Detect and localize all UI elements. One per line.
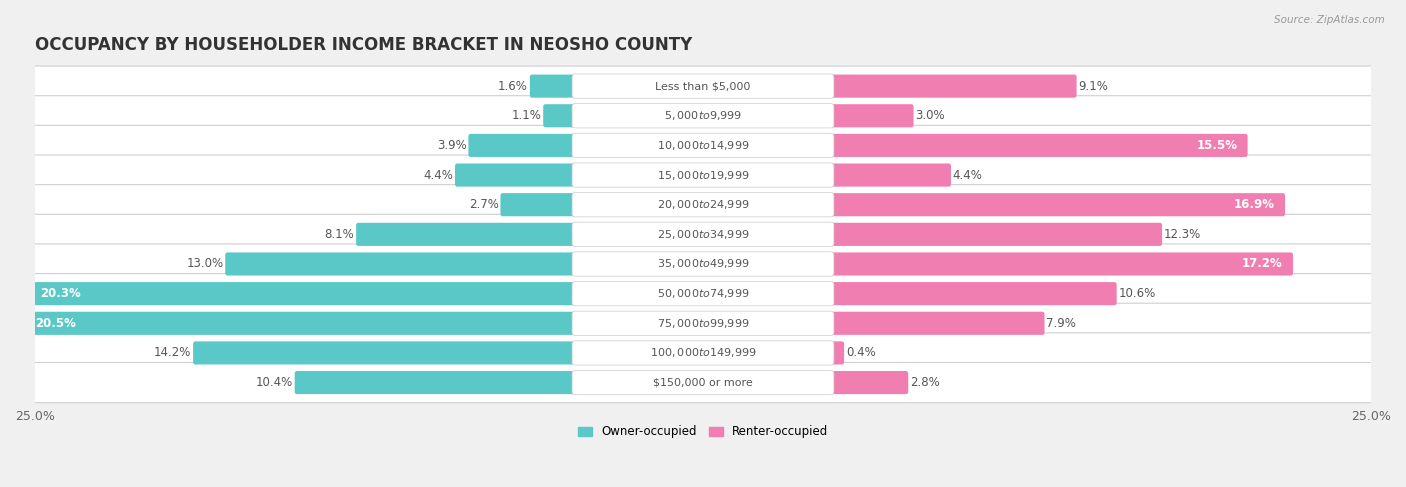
FancyBboxPatch shape	[31, 214, 1375, 254]
FancyBboxPatch shape	[572, 163, 834, 187]
FancyBboxPatch shape	[31, 362, 1375, 403]
FancyBboxPatch shape	[31, 155, 1375, 195]
FancyBboxPatch shape	[501, 193, 576, 216]
Text: Less than $5,000: Less than $5,000	[655, 81, 751, 91]
FancyBboxPatch shape	[31, 303, 1375, 343]
FancyBboxPatch shape	[830, 312, 1045, 335]
Text: 1.6%: 1.6%	[498, 80, 529, 93]
Text: 10.6%: 10.6%	[1119, 287, 1156, 300]
Text: 2.7%: 2.7%	[468, 198, 499, 211]
FancyBboxPatch shape	[31, 274, 1375, 314]
Text: 13.0%: 13.0%	[186, 258, 224, 270]
Text: 7.9%: 7.9%	[1046, 317, 1076, 330]
FancyBboxPatch shape	[572, 281, 834, 306]
Text: 16.9%: 16.9%	[1234, 198, 1275, 211]
FancyBboxPatch shape	[572, 311, 834, 336]
Text: 3.0%: 3.0%	[915, 109, 945, 122]
FancyBboxPatch shape	[830, 164, 950, 187]
FancyBboxPatch shape	[295, 371, 576, 394]
Text: 17.2%: 17.2%	[1241, 258, 1282, 270]
Text: $15,000 to $19,999: $15,000 to $19,999	[657, 169, 749, 182]
FancyBboxPatch shape	[30, 282, 576, 305]
Text: 20.5%: 20.5%	[35, 317, 76, 330]
FancyBboxPatch shape	[830, 341, 844, 364]
FancyBboxPatch shape	[830, 371, 908, 394]
FancyBboxPatch shape	[468, 134, 576, 157]
FancyBboxPatch shape	[830, 252, 1294, 276]
Text: $10,000 to $14,999: $10,000 to $14,999	[657, 139, 749, 152]
Legend: Owner-occupied, Renter-occupied: Owner-occupied, Renter-occupied	[572, 421, 834, 443]
Text: 4.4%: 4.4%	[953, 169, 983, 182]
Text: 8.1%: 8.1%	[325, 228, 354, 241]
FancyBboxPatch shape	[572, 371, 834, 395]
Text: 12.3%: 12.3%	[1164, 228, 1201, 241]
FancyBboxPatch shape	[456, 164, 576, 187]
FancyBboxPatch shape	[225, 252, 576, 276]
FancyBboxPatch shape	[356, 223, 576, 246]
Text: 9.1%: 9.1%	[1078, 80, 1108, 93]
FancyBboxPatch shape	[31, 125, 1375, 166]
Text: $25,000 to $34,999: $25,000 to $34,999	[657, 228, 749, 241]
FancyBboxPatch shape	[31, 185, 1375, 225]
Text: $50,000 to $74,999: $50,000 to $74,999	[657, 287, 749, 300]
Text: 2.8%: 2.8%	[910, 376, 939, 389]
FancyBboxPatch shape	[830, 134, 1247, 157]
Text: 10.4%: 10.4%	[256, 376, 292, 389]
FancyBboxPatch shape	[31, 96, 1375, 136]
FancyBboxPatch shape	[830, 104, 914, 127]
FancyBboxPatch shape	[830, 75, 1077, 98]
FancyBboxPatch shape	[572, 341, 834, 365]
Text: 4.4%: 4.4%	[423, 169, 453, 182]
Text: $35,000 to $49,999: $35,000 to $49,999	[657, 258, 749, 270]
Text: $5,000 to $9,999: $5,000 to $9,999	[664, 109, 742, 122]
Text: 20.3%: 20.3%	[41, 287, 82, 300]
Text: OCCUPANCY BY HOUSEHOLDER INCOME BRACKET IN NEOSHO COUNTY: OCCUPANCY BY HOUSEHOLDER INCOME BRACKET …	[35, 36, 692, 54]
Text: Source: ZipAtlas.com: Source: ZipAtlas.com	[1274, 15, 1385, 25]
FancyBboxPatch shape	[572, 252, 834, 276]
FancyBboxPatch shape	[193, 341, 576, 364]
Text: 15.5%: 15.5%	[1197, 139, 1237, 152]
FancyBboxPatch shape	[31, 333, 1375, 373]
FancyBboxPatch shape	[830, 223, 1163, 246]
FancyBboxPatch shape	[572, 192, 834, 217]
Text: $75,000 to $99,999: $75,000 to $99,999	[657, 317, 749, 330]
FancyBboxPatch shape	[572, 222, 834, 246]
FancyBboxPatch shape	[830, 282, 1116, 305]
FancyBboxPatch shape	[543, 104, 576, 127]
Text: 0.4%: 0.4%	[846, 346, 876, 359]
Text: 3.9%: 3.9%	[437, 139, 467, 152]
Text: 1.1%: 1.1%	[512, 109, 541, 122]
FancyBboxPatch shape	[25, 312, 576, 335]
FancyBboxPatch shape	[31, 244, 1375, 284]
Text: $20,000 to $24,999: $20,000 to $24,999	[657, 198, 749, 211]
Text: $100,000 to $149,999: $100,000 to $149,999	[650, 346, 756, 359]
FancyBboxPatch shape	[572, 133, 834, 158]
FancyBboxPatch shape	[530, 75, 576, 98]
FancyBboxPatch shape	[572, 104, 834, 128]
Text: 14.2%: 14.2%	[153, 346, 191, 359]
FancyBboxPatch shape	[830, 193, 1285, 216]
Text: $150,000 or more: $150,000 or more	[654, 377, 752, 388]
FancyBboxPatch shape	[572, 74, 834, 98]
FancyBboxPatch shape	[31, 66, 1375, 106]
